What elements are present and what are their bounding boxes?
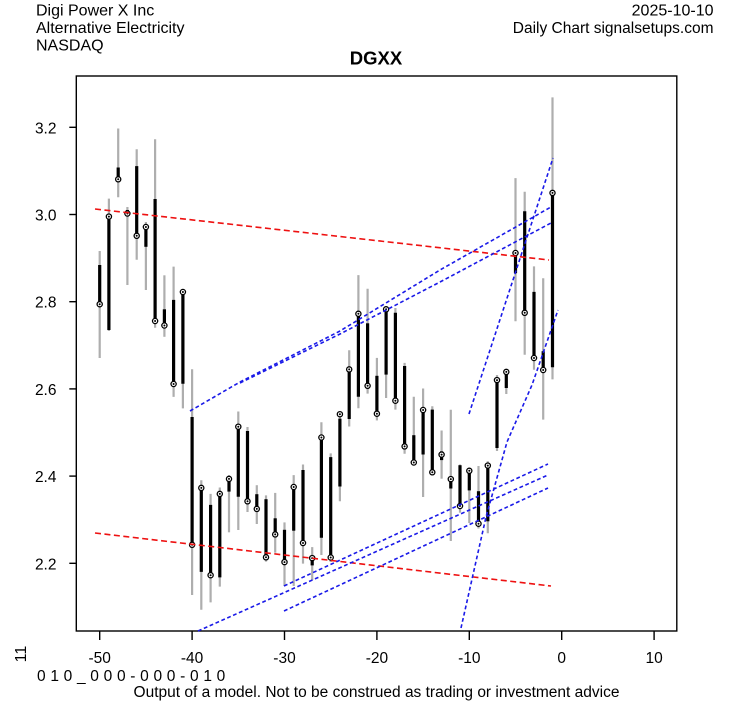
svg-text:-40: -40: [181, 650, 204, 667]
svg-text:2.6: 2.6: [35, 382, 57, 399]
svg-text:0: 0: [557, 650, 566, 667]
svg-text:DGXX: DGXX: [350, 48, 403, 69]
svg-text:2.8: 2.8: [35, 295, 57, 312]
svg-text:Alternative Electricity: Alternative Electricity: [36, 20, 185, 37]
svg-text:10: 10: [645, 650, 663, 667]
svg-text:-20: -20: [366, 650, 389, 667]
svg-text:-50: -50: [88, 650, 111, 667]
svg-text:-10: -10: [458, 650, 481, 667]
svg-text:2.4: 2.4: [35, 469, 57, 486]
svg-text:Daily Chart signalsetups.com: Daily Chart signalsetups.com: [513, 20, 714, 37]
svg-text:NASDAQ: NASDAQ: [36, 38, 104, 55]
svg-text:2.2: 2.2: [35, 556, 57, 573]
svg-text:3.0: 3.0: [35, 208, 57, 225]
svg-text:2025-10-10: 2025-10-10: [632, 3, 714, 20]
svg-text:Output of a model. Not to be c: Output of a model. Not to be construed a…: [134, 684, 620, 701]
svg-text:-30: -30: [273, 650, 296, 667]
svg-text:11: 11: [13, 646, 30, 663]
svg-text:0 1 0 _ 0 0 0 - 0 0 0 - 0 1 0: 0 1 0 _ 0 0 0 - 0 0 0 - 0 1 0: [37, 668, 226, 685]
svg-text:Digi Power X Inc: Digi Power X Inc: [36, 3, 154, 20]
svg-text:3.2: 3.2: [35, 120, 57, 137]
